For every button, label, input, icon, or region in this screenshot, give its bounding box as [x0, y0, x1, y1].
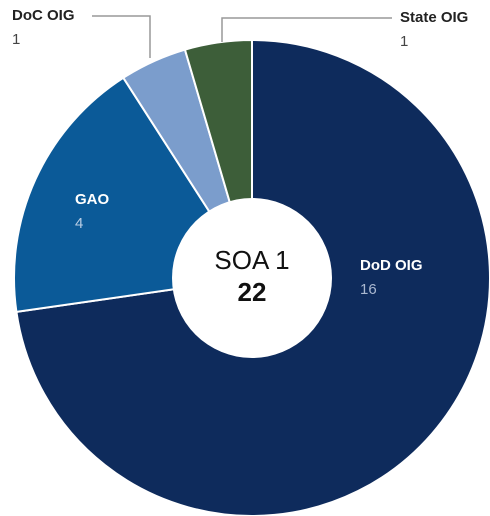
- leader-line: [92, 15, 151, 58]
- center-value: 22: [238, 277, 267, 307]
- slice-label: GAO: [75, 191, 110, 208]
- slice-label: DoC OIG: [12, 7, 75, 24]
- donut-hole: [172, 198, 332, 358]
- leader-line: [221, 17, 392, 42]
- slice-value: 4: [75, 215, 83, 232]
- slice-label: DoD OIG: [360, 257, 423, 274]
- slice-value: 1: [400, 33, 408, 50]
- slice-label: State OIG: [400, 9, 468, 26]
- slice-value: 1: [12, 31, 20, 48]
- slice-value: 16: [360, 281, 377, 298]
- center-label: SOA 1: [214, 245, 289, 275]
